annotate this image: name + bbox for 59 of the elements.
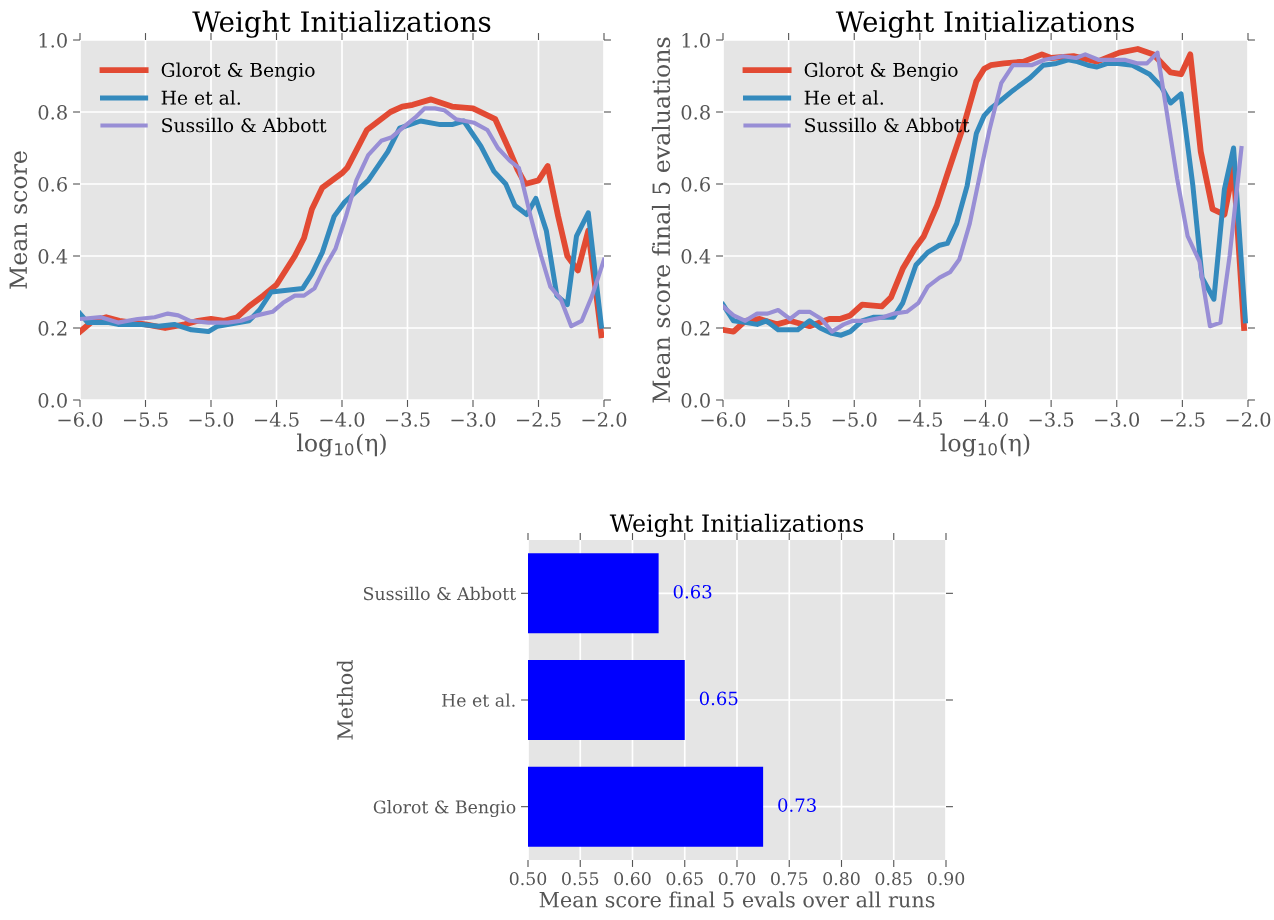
y-tick-label: 0.0 (681, 392, 710, 408)
x-tick-label: −4.5 (898, 412, 942, 427)
x-tick-label: 0.80 (823, 872, 860, 886)
y-axis-title: Method (336, 659, 353, 740)
y-axis-title: Mean score (9, 151, 28, 289)
y-tick-label: 0.0 (38, 392, 67, 408)
y-tick-label: 0.4 (681, 248, 711, 264)
legend-label: Glorot & Bengio (804, 62, 958, 81)
y-tick-label: 1.0 (39, 32, 67, 48)
x-tick-label: −5.5 (123, 412, 168, 427)
x-tick-label: 0.90 (927, 872, 965, 886)
data-label: 0.73 (778, 798, 816, 812)
x-tick-label: 0.50 (509, 872, 547, 886)
x-tick-label: −3.5 (385, 412, 430, 427)
x-tick-label: −5.0 (189, 412, 234, 427)
data-label: 0.65 (699, 691, 738, 706)
y-tick-label: 0.6 (681, 176, 710, 192)
x-tick-label: 0.65 (666, 872, 703, 886)
x-axis-title: Mean score final 5 evals over all runs (539, 891, 935, 908)
x-tick-label: −5.0 (832, 412, 877, 427)
y-tick-label: 0.4 (38, 248, 68, 264)
x-tick-label: −4.5 (254, 412, 299, 427)
y-axis-title: Mean score final 5 evaluations (651, 37, 671, 403)
legend-label: He et al. (804, 90, 883, 105)
x-tick-label: −3.0 (451, 412, 496, 427)
x-tick-label: −4.0 (963, 412, 1008, 427)
x-tick-label: −3.0 (1095, 412, 1140, 427)
y-tick-label: 1.0 (682, 32, 710, 48)
x-tick-label: 0.75 (771, 872, 808, 886)
legend-label: Sussillo & Abbott (162, 117, 327, 133)
chart-title: Weight Initializations (192, 10, 491, 38)
chart-title: Weight Initializations (835, 10, 1134, 38)
x-tick-label: −2.5 (1160, 412, 1205, 427)
x-tick-label: −5.5 (767, 412, 811, 427)
x-tick-label: −3.5 (1029, 412, 1074, 427)
y-tick-label: 0.8 (38, 104, 67, 120)
x-tick-label: −2.5 (516, 412, 561, 427)
x-tick-label: 0.60 (614, 872, 651, 886)
y-tick-label: Glorot & Bengio (373, 800, 516, 818)
x-axis-title: log$_{10}$(η) (940, 433, 1030, 457)
y-tick-label: 0.2 (38, 320, 67, 336)
data-label: 0.63 (673, 584, 712, 599)
x-tick-label: −2.0 (1226, 412, 1271, 427)
legend-label: Glorot & Bengio (161, 62, 315, 81)
x-tick-label: 0.85 (875, 872, 912, 886)
chart-title: Weight Initializations (609, 513, 864, 537)
y-tick-label: Sussillo & Abbott (363, 586, 517, 601)
y-tick-label: He et al. (442, 693, 515, 707)
y-tick-label: 0.2 (681, 320, 710, 336)
x-axis-title: log$_{10}$(η) (296, 433, 386, 457)
y-tick-label: 0.6 (38, 176, 67, 192)
y-tick-label: 0.8 (681, 104, 710, 120)
x-tick-label: 0.70 (718, 872, 756, 886)
x-tick-label: −2.0 (582, 412, 627, 427)
x-tick-label: −4.0 (320, 412, 365, 427)
x-tick-label: 0.55 (562, 872, 599, 886)
legend-label: He et al. (161, 90, 240, 105)
x-tick-label: −6.0 (701, 412, 746, 427)
x-tick-label: −6.0 (58, 412, 103, 427)
